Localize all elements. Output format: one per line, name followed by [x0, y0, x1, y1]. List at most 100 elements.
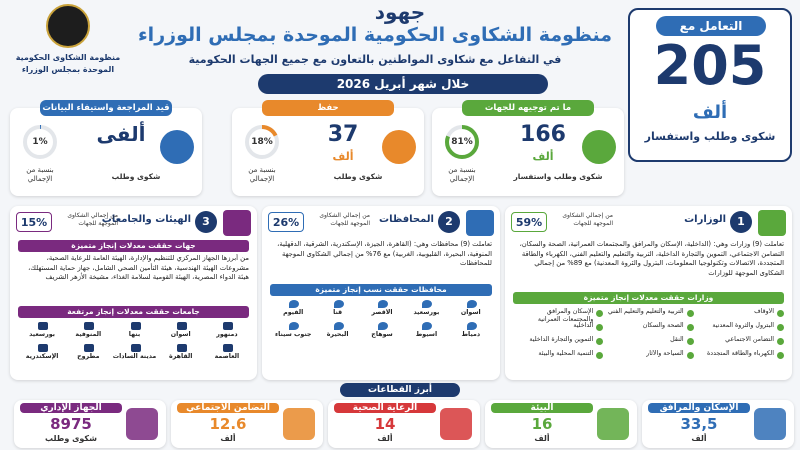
sector-card: الجهاز الإداري 8975 شكوى وطلب	[14, 400, 166, 448]
item-icon	[176, 344, 187, 352]
total-unit: ألف	[692, 102, 728, 123]
status-caption: شكوى وطلب واستفسار	[513, 172, 603, 181]
status-caption: شكوى وطلب	[333, 172, 383, 181]
item-icon	[333, 322, 344, 330]
section-item: دمنهور	[205, 322, 249, 342]
item-icon	[176, 322, 187, 330]
item-label: سوهاج	[371, 331, 393, 338]
item-label: التموين والتجارة الداخلية	[529, 336, 594, 343]
section-item: التموين والتجارة الداخلية	[515, 336, 604, 348]
section-text: تعاملت (9) وزارات وهي: (الداخلية، الإسكا…	[519, 240, 784, 277]
item-icon	[378, 322, 388, 330]
subtitle: في التفاعل مع شكاوى المواطنين بالتعاون م…	[188, 53, 562, 66]
item-icon	[130, 344, 141, 352]
status-ring	[23, 125, 57, 159]
sector-title: التضامن الاجتماعي	[177, 403, 279, 413]
item-label: النقل	[670, 336, 684, 343]
status-icon	[582, 130, 616, 164]
item-label: الداخلية	[573, 322, 594, 329]
sector-value: 16	[531, 415, 553, 433]
item-label: البترول والثروة المعدنية	[712, 322, 774, 329]
section-item: الصحة والسكان	[605, 322, 694, 334]
status-icon	[160, 130, 194, 164]
section-item: دمياط	[450, 322, 492, 342]
item-icon	[422, 300, 433, 308]
item-label: الصحة والسكان	[642, 322, 684, 329]
check-bullet	[596, 310, 604, 317]
status-value: ألفى	[96, 122, 146, 146]
item-label: بنها	[128, 331, 141, 338]
check-bullet	[777, 324, 784, 331]
item-icon	[422, 322, 433, 330]
total-box: التعامل مع 205 ألف شكوى وطلب واستفسار	[628, 8, 792, 162]
item-icon	[38, 344, 49, 352]
check-bullet	[686, 338, 694, 345]
sector-value: 14	[374, 415, 396, 433]
item-icon	[222, 344, 233, 352]
section-item: النقل	[605, 336, 694, 348]
section-item: بورسعيد	[405, 300, 447, 320]
sector-unit: ألف	[377, 434, 393, 443]
ring-label: 18%	[251, 137, 273, 147]
status-card: قيد المراجعة واستيفاء البيانات ألفى شكوى و…	[10, 100, 202, 196]
item-label: أسوان	[460, 309, 481, 316]
section-icon	[466, 210, 494, 236]
section-share: 15%	[16, 212, 52, 232]
section-item: قنا	[316, 300, 358, 320]
status-title: حفظ	[262, 100, 394, 116]
section-item: التضامن الاجتماعي	[696, 336, 784, 348]
period: خلال شهر أبريل 2026	[258, 74, 548, 94]
sector-title: الجهاز الإداري	[20, 403, 122, 413]
item-icon	[130, 322, 141, 330]
sector-card: الرعاية الصحية 14 ألف	[328, 400, 480, 448]
item-icon	[222, 322, 233, 330]
section-card: 3 الهيئات والجامعات 15% من إجمالي الشكاوى ا…	[10, 206, 257, 380]
item-label: بورسعيد	[413, 309, 440, 316]
universities-title: جامعات حققت معدلات إنجاز مرتفعة	[18, 306, 249, 318]
sector-icon	[754, 408, 786, 440]
item-label: الأوقاف	[754, 308, 774, 315]
check-bullet	[596, 352, 604, 359]
section-item: المنوفية	[66, 322, 110, 342]
section-item: القاهرة	[159, 344, 203, 364]
ring-label: 81%	[451, 137, 473, 147]
check-bullet	[686, 352, 694, 359]
status-share-caption: بنسبة من الإجمالي	[26, 166, 54, 183]
item-icon	[289, 300, 300, 308]
section-item: أسيوط	[405, 322, 447, 342]
item-label: المنوفية	[75, 331, 102, 338]
check-bullet	[596, 338, 604, 345]
ring-label: 1%	[32, 137, 48, 147]
item-icon	[84, 344, 95, 352]
total-caption: شكوى وطلب واستفسار	[644, 130, 776, 143]
sectors-title: أبرز القطاعات	[340, 383, 460, 397]
sector-title: الإسكان والمرافق	[648, 403, 750, 413]
sector-title: البيئة	[491, 403, 593, 413]
section-item: الإسكندرية	[20, 344, 64, 364]
section-item: البحيرة	[316, 322, 358, 342]
section-number: 3	[195, 211, 217, 233]
status-card: ما تم توجيهه للجهات 166 ألف شكوى وطلب واستف…	[432, 100, 624, 196]
section-text: تعاملت (9) محافظات وهي: (القاهرة، الجيزة…	[277, 240, 492, 267]
item-label: الأقصر	[371, 309, 393, 316]
section-item: بورسعيد	[20, 322, 64, 342]
section-item: الفيوم	[272, 300, 314, 320]
item-label: الفيوم	[283, 309, 304, 316]
sector-card: التضامن الاجتماعي 12.6 ألف	[171, 400, 323, 448]
sector-title: الرعاية الصحية	[334, 403, 436, 413]
item-label: التنمية المحلية والبيئة	[538, 350, 594, 357]
section-item: العاصمة	[205, 344, 249, 364]
item-label: الإسكندرية	[25, 353, 59, 360]
item-icon	[378, 300, 388, 308]
section-icon	[758, 210, 786, 236]
item-label: القاهرة	[169, 353, 193, 360]
check-bullet	[777, 338, 784, 345]
sector-unit: شكوى وطلب	[45, 434, 97, 443]
status-share-caption: بنسبة من الإجمالي	[448, 166, 476, 183]
section-share-caption: من إجمالي الشكاوى الموجهة للجهات	[319, 212, 370, 227]
section-share: 26%	[268, 212, 304, 232]
section-title: المحافظات	[379, 214, 434, 225]
section-title: الوزارات	[684, 214, 726, 225]
item-label: مطروح	[77, 353, 100, 360]
status-value: 166	[520, 122, 566, 147]
